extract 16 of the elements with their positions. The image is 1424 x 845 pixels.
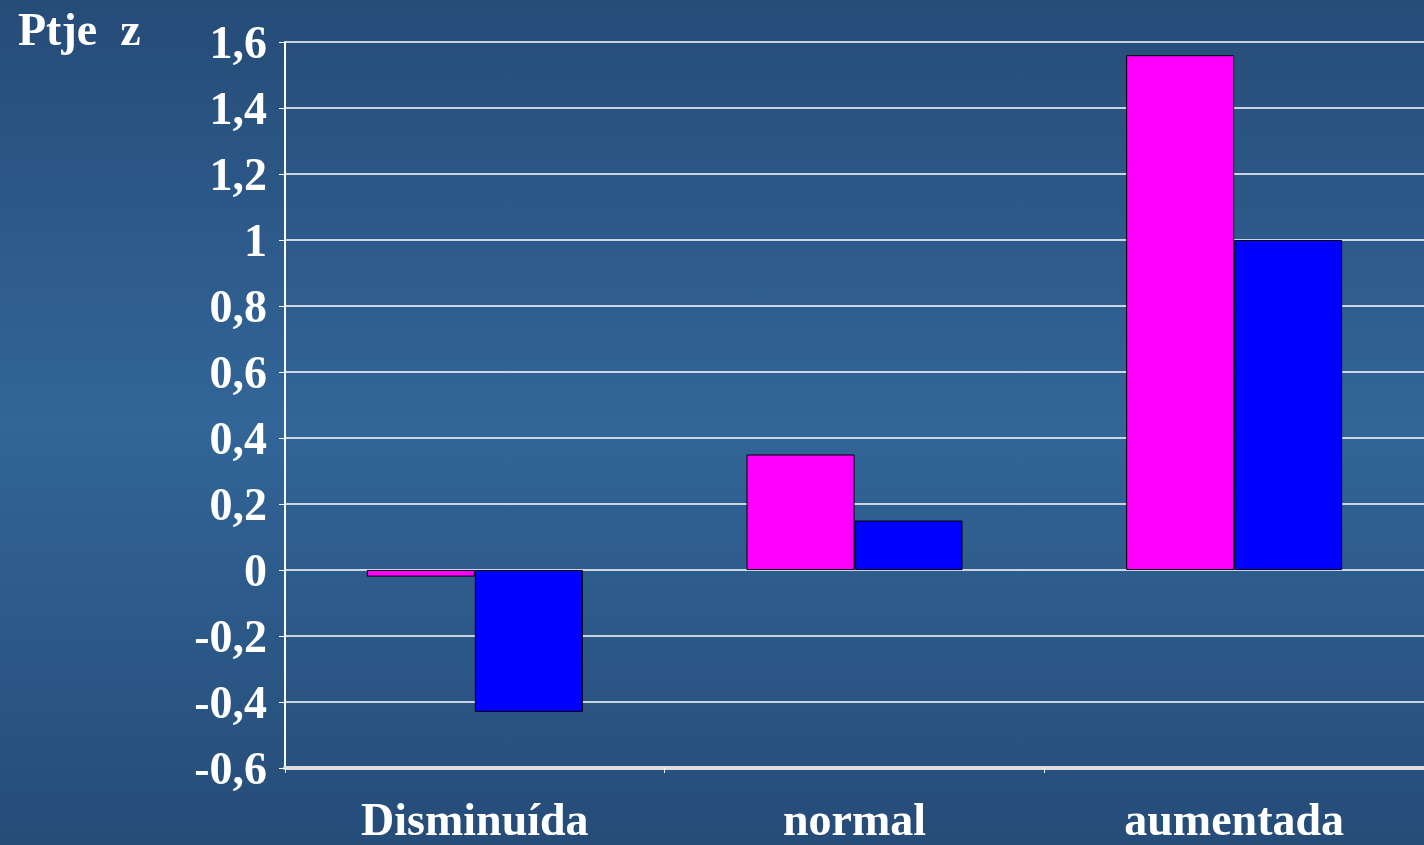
y-tick-label: 1,2 (209, 148, 267, 200)
y-tick-label: 1,4 (209, 82, 267, 134)
x-tick-label: Disminuída (361, 793, 589, 845)
y-tick-label: -0,2 (194, 610, 267, 662)
y-tick-label: -0,4 (194, 676, 267, 728)
y-tick-label: 0,8 (209, 280, 267, 332)
y-tick-label: 0 (244, 544, 267, 596)
y-tick-label: 1 (244, 214, 267, 266)
y-tick-label: 0,4 (209, 412, 267, 464)
y-tick-label: 1,6 (209, 16, 267, 68)
x-tick-label: normal (782, 793, 927, 845)
y-tick-label: 0,6 (209, 346, 267, 398)
x-tick-label: aumentada (1124, 793, 1345, 845)
y-axis-title: Ptje z (18, 3, 141, 55)
y-tick-label: -0,6 (194, 742, 267, 794)
y-tick-label: 0,2 (209, 478, 267, 530)
